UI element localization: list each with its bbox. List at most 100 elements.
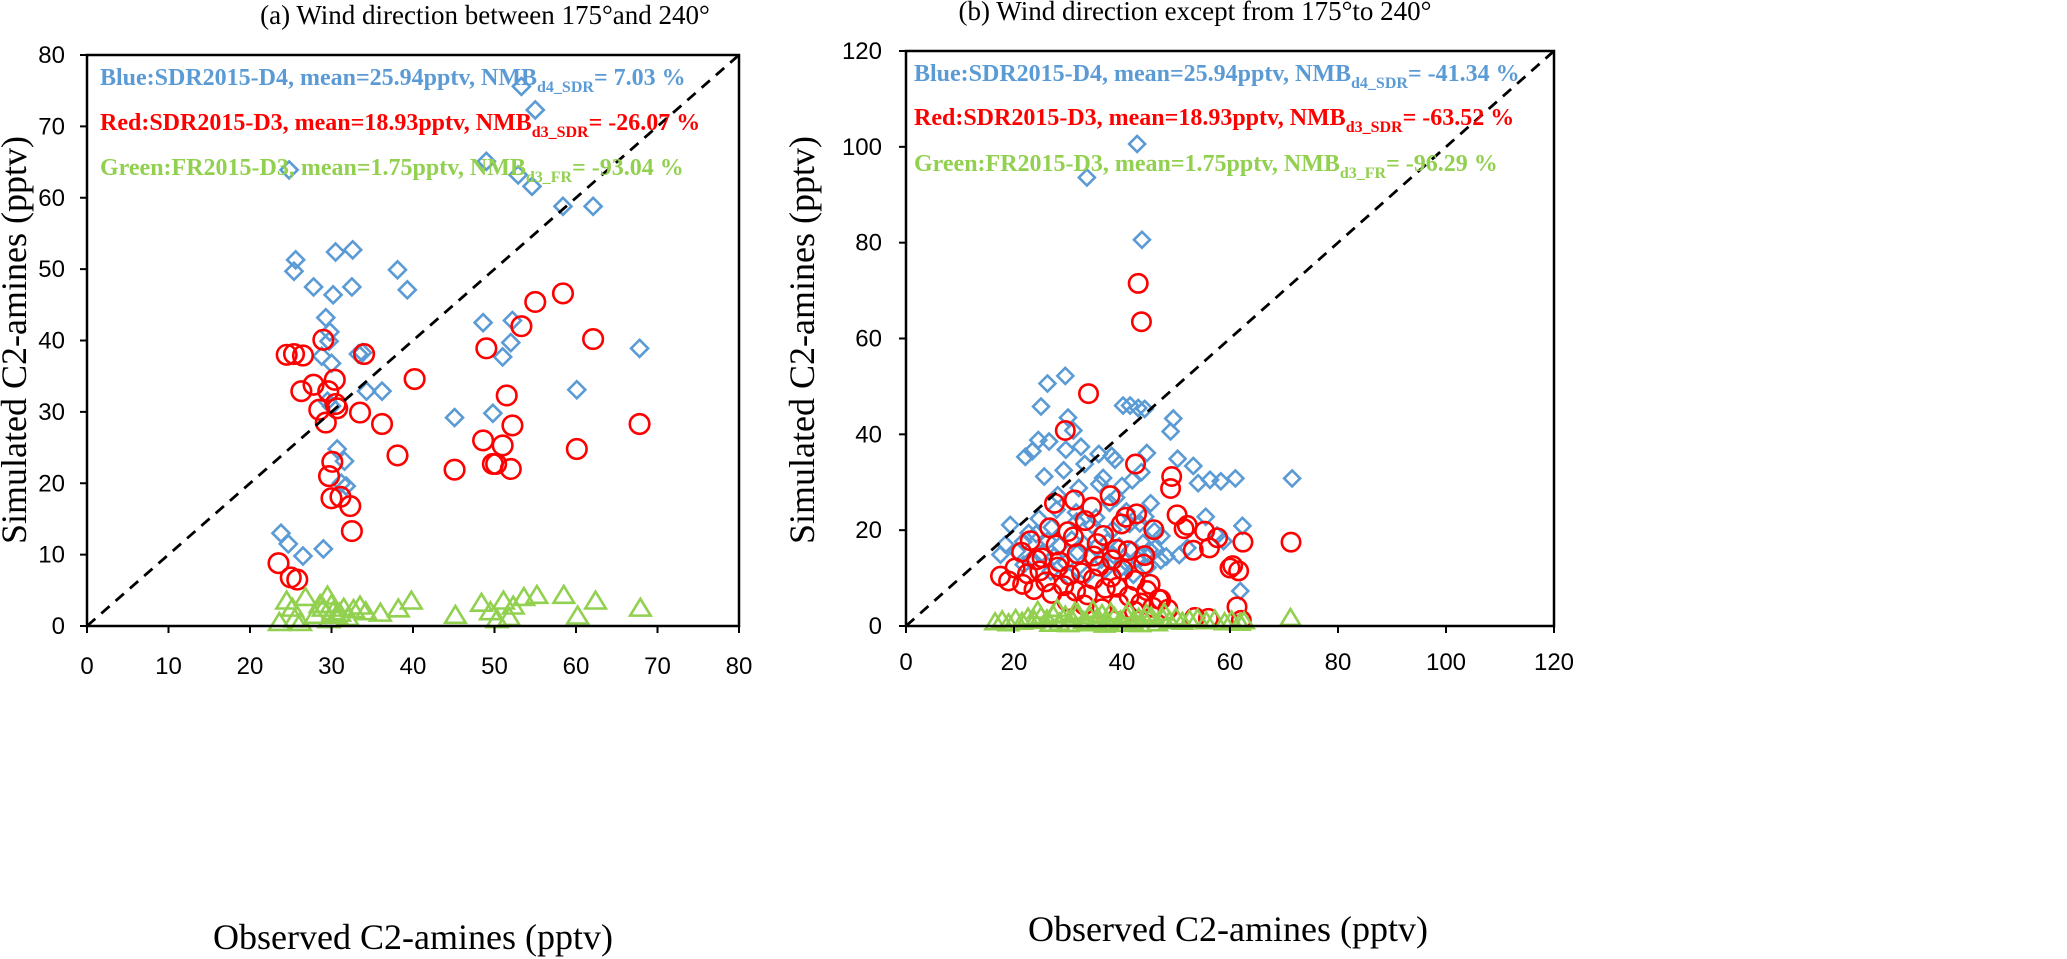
panel-b-circle-point bbox=[1173, 518, 1195, 540]
panel-a: (a) Wind direction between 175°and 240° … bbox=[0, 0, 752, 957]
panel-b-series-sdr2015-d3 bbox=[989, 272, 1302, 631]
panel-b-annotations: Blue:SDR2015-D4, mean=25.94pptv, NMBd4_S… bbox=[914, 61, 1520, 182]
panel-a-diamond-point bbox=[472, 312, 494, 333]
panel-a-circle-point bbox=[291, 344, 315, 367]
panel-b-y-tick-label: 20 bbox=[855, 517, 882, 544]
panel-a-x-ticks: 0 10 20 30 40 50 60 70 80 bbox=[80, 626, 752, 680]
panel-b-diamond-point bbox=[1225, 468, 1246, 489]
panel-b-circle-point bbox=[1026, 549, 1048, 571]
panel-a-circle-point bbox=[286, 568, 309, 591]
panel-b-diamond-point bbox=[1213, 531, 1234, 552]
panel-b-triangle-point bbox=[1095, 610, 1120, 631]
panel-a-circle-point bbox=[317, 465, 341, 488]
panel-b-diamond-point bbox=[1068, 478, 1089, 498]
panel-b-y-tick-label: 60 bbox=[855, 326, 882, 353]
panel-b-circle-point bbox=[1160, 477, 1182, 499]
panel-a-diamond-point bbox=[524, 99, 546, 121]
panel-a-x-tick-label: 70 bbox=[644, 653, 671, 680]
panel-a-circle-point bbox=[472, 429, 495, 452]
panel-a-diamond-point bbox=[335, 475, 357, 497]
panel-b-x-tick-label: 100 bbox=[1426, 649, 1466, 676]
panel-a-diamond-point bbox=[492, 346, 513, 368]
panel-b-diamond-point bbox=[1131, 462, 1152, 483]
panel-b-diamond-point bbox=[1037, 373, 1058, 394]
panel-a-circle-point bbox=[551, 282, 575, 305]
panel-b-triangle-point bbox=[1038, 612, 1063, 632]
panel-a-circle-point bbox=[386, 444, 409, 467]
panel-a-circle-point bbox=[320, 487, 343, 510]
panel-b-series-fr2015-d3 bbox=[983, 597, 1303, 633]
panel-b-diamond-point bbox=[1282, 468, 1302, 489]
panel-b-annotation-1: Blue:SDR2015-D4, mean=25.94pptv, NMBd4_S… bbox=[914, 61, 1520, 92]
panel-b-diamond-point bbox=[1113, 395, 1133, 416]
panel-b-diamond-point bbox=[1015, 447, 1036, 467]
panel-a-diamond-point bbox=[283, 260, 305, 282]
panel-b-diamond-point bbox=[1134, 399, 1155, 419]
panel-b-circle-point bbox=[1088, 555, 1110, 577]
panel-b-diamond-point bbox=[1133, 533, 1153, 553]
panel-a-diamond-point bbox=[334, 450, 355, 472]
panel-a-diamond-point bbox=[396, 279, 418, 301]
panel-a-annotation-3: Green:FR2015-D3, mean=1.75pptv, NMBd3_FR… bbox=[100, 155, 684, 186]
panel-a-x-tick-label: 50 bbox=[481, 653, 508, 680]
panel-a-circle-point bbox=[475, 337, 498, 360]
panel-a-circle-point bbox=[510, 315, 533, 338]
panel-b-triangle-point bbox=[1134, 602, 1159, 622]
panel-a-circle-point bbox=[348, 401, 372, 424]
panel-b-x-tick-label: 40 bbox=[1109, 649, 1136, 676]
panel-b-circle-point bbox=[1130, 311, 1152, 333]
panel-b-y-tick-label: 80 bbox=[855, 230, 882, 257]
panel-a-y-tick-label: 60 bbox=[38, 185, 65, 212]
panel-a-diamond-point bbox=[341, 276, 363, 298]
panel-b-diamond-point bbox=[1018, 523, 1039, 543]
panel-b-triangle-point bbox=[1227, 611, 1252, 631]
panel-a-diamond-point bbox=[566, 379, 588, 401]
panel-b-x-ticks: 0 20 40 60 80 100 120 bbox=[899, 626, 1574, 676]
panel-a-circle-point bbox=[565, 437, 588, 461]
panel-a-diamond-point bbox=[500, 332, 522, 353]
panel-b-x-tick-label: 80 bbox=[1325, 649, 1352, 676]
panel-b-triangle-point bbox=[1278, 606, 1303, 627]
panel-b-circle-point bbox=[1232, 531, 1254, 553]
panel-a-triangle-point bbox=[565, 604, 591, 625]
panel-b-title: (b) Wind direction except from 175°to 24… bbox=[959, 0, 1432, 26]
panel-a-one-to-one-line bbox=[86, 53, 740, 628]
panel-a-x-tick-label: 0 bbox=[80, 653, 93, 680]
panel-a-diamond-point bbox=[318, 330, 340, 352]
panel-b-diamond-point bbox=[1028, 430, 1049, 450]
panel-a-circle-point bbox=[340, 519, 363, 543]
panel-b-diamond-point bbox=[1077, 167, 1097, 188]
panel-a-circle-point bbox=[628, 412, 651, 436]
panel-b-circle-point bbox=[1094, 577, 1116, 599]
panel-b-diamond-point bbox=[1122, 470, 1143, 491]
panel-b-circle-point bbox=[1134, 545, 1156, 567]
panel-b-triangle-point bbox=[996, 611, 1021, 632]
panel-b-diamond-point bbox=[1063, 420, 1084, 441]
panel-b-circle-point bbox=[1086, 533, 1108, 555]
panel-b-x-tick-label: 20 bbox=[1001, 649, 1028, 676]
panel-a-x-tick-label: 30 bbox=[318, 653, 345, 680]
panel-a-triangle-point bbox=[524, 583, 550, 605]
panel-b-circle-point bbox=[1101, 549, 1123, 571]
panel-b-triangle-point bbox=[1194, 609, 1219, 630]
panel-a-title: (a) Wind direction between 175°and 240° bbox=[260, 0, 710, 30]
panel-a-diamond-point bbox=[552, 195, 574, 217]
panel-b-circle-point bbox=[1228, 560, 1250, 582]
panel-a-diamond-point bbox=[352, 342, 373, 363]
panel-a-circle-point bbox=[290, 380, 313, 403]
panel-b-marks bbox=[905, 49, 1555, 633]
panel-a-diamond-point bbox=[313, 538, 334, 560]
panel-a-circle-point bbox=[491, 434, 514, 457]
panel-b-circle-point bbox=[1182, 539, 1204, 561]
panel-a-y-tick-label: 10 bbox=[38, 542, 65, 569]
panel-b-circle-point bbox=[1078, 383, 1100, 405]
panel-b-diamond-point bbox=[1047, 485, 1068, 506]
panel-b-diamond-point bbox=[990, 544, 1011, 565]
panel-a-triangle-point bbox=[627, 596, 653, 617]
panel-b-y-tick-label: 0 bbox=[869, 613, 882, 640]
panel-b-diamond-point bbox=[1105, 449, 1125, 470]
panel-b-triangle-point bbox=[1232, 609, 1257, 630]
panel-b-circle-point bbox=[1081, 496, 1103, 518]
panel-a-circle-point bbox=[282, 342, 306, 366]
panel-b-circle-point bbox=[1012, 573, 1034, 595]
